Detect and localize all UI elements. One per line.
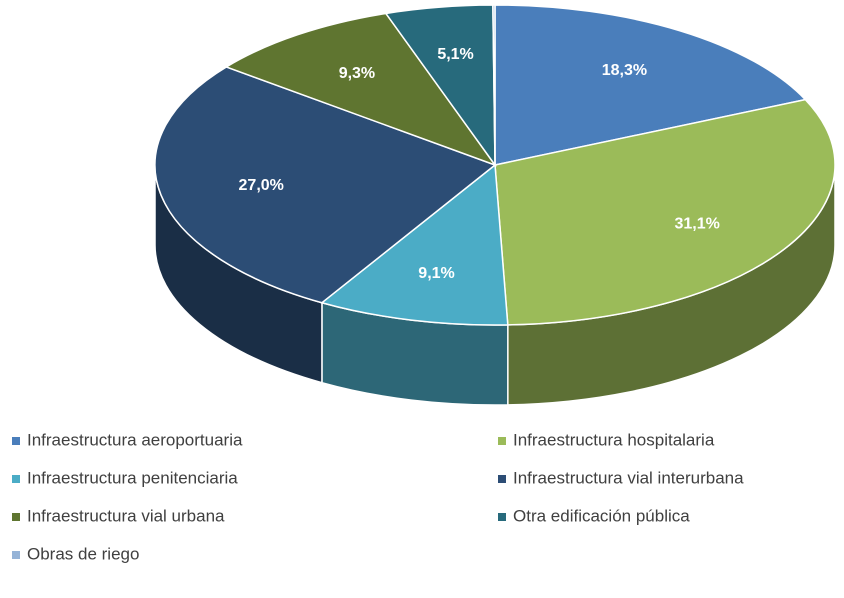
legend-label: Infraestructura vial urbana [27, 506, 225, 525]
data-label: 31,1% [674, 215, 719, 232]
data-label: 27,0% [239, 177, 284, 194]
legend-swatch [12, 551, 20, 559]
legend-label: Infraestructura vial interurbana [513, 468, 744, 487]
legend-label: Infraestructura aeroportuaria [27, 430, 243, 449]
pie-slice [494, 4, 807, 166]
pie-slice [154, 66, 497, 304]
legend-swatch [498, 437, 506, 445]
legend-swatch [12, 513, 20, 521]
data-label: 9,3% [339, 65, 375, 82]
legend-label: Infraestructura hospitalaria [513, 430, 715, 449]
legend-label: Obras de riego [27, 544, 139, 563]
pie-slice [320, 163, 509, 326]
legend-swatch [12, 437, 20, 445]
pie-slice [224, 12, 498, 167]
data-label: 18,3% [602, 62, 647, 79]
legend-label: Infraestructura penitenciaria [27, 468, 238, 487]
legend-swatch [498, 513, 506, 521]
pie-slice [492, 4, 496, 166]
legend-swatch [498, 475, 506, 483]
data-label: 9,1% [418, 265, 454, 282]
legend-swatch [12, 475, 20, 483]
pie-slice [494, 98, 836, 326]
legend-label: Otra edificación pública [513, 506, 690, 525]
data-label: 5,1% [437, 46, 473, 63]
